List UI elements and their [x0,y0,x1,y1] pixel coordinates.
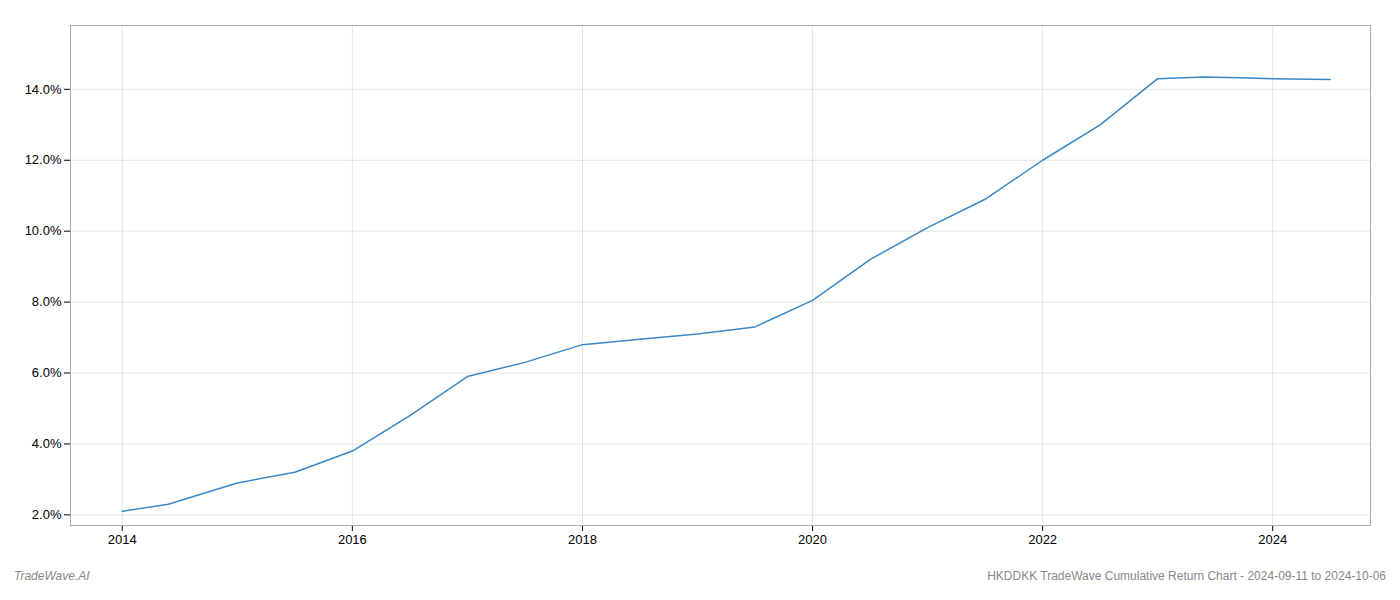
svg-text:10.0%: 10.0% [25,223,62,238]
svg-text:2022: 2022 [1028,532,1057,547]
svg-text:2024: 2024 [1258,532,1287,547]
svg-text:8.0%: 8.0% [32,294,62,309]
svg-text:2014: 2014 [108,532,137,547]
svg-text:2020: 2020 [798,532,827,547]
html-text:HKDDKK TradeWave Cumulative Re: HKDDKK TradeWave Cumulative Return Chart… [987,569,1386,583]
svg-text:6.0%: 6.0% [32,365,62,380]
svg-text:14.0%: 14.0% [25,81,62,96]
svg-text:2.0%: 2.0% [32,507,62,522]
svg-text:12.0%: 12.0% [25,152,62,167]
html-text:TradeWave.AI: TradeWave.AI [14,569,90,583]
svg-text:2016: 2016 [338,532,367,547]
svg-text:2018: 2018 [568,532,597,547]
svg-text:4.0%: 4.0% [32,436,62,451]
